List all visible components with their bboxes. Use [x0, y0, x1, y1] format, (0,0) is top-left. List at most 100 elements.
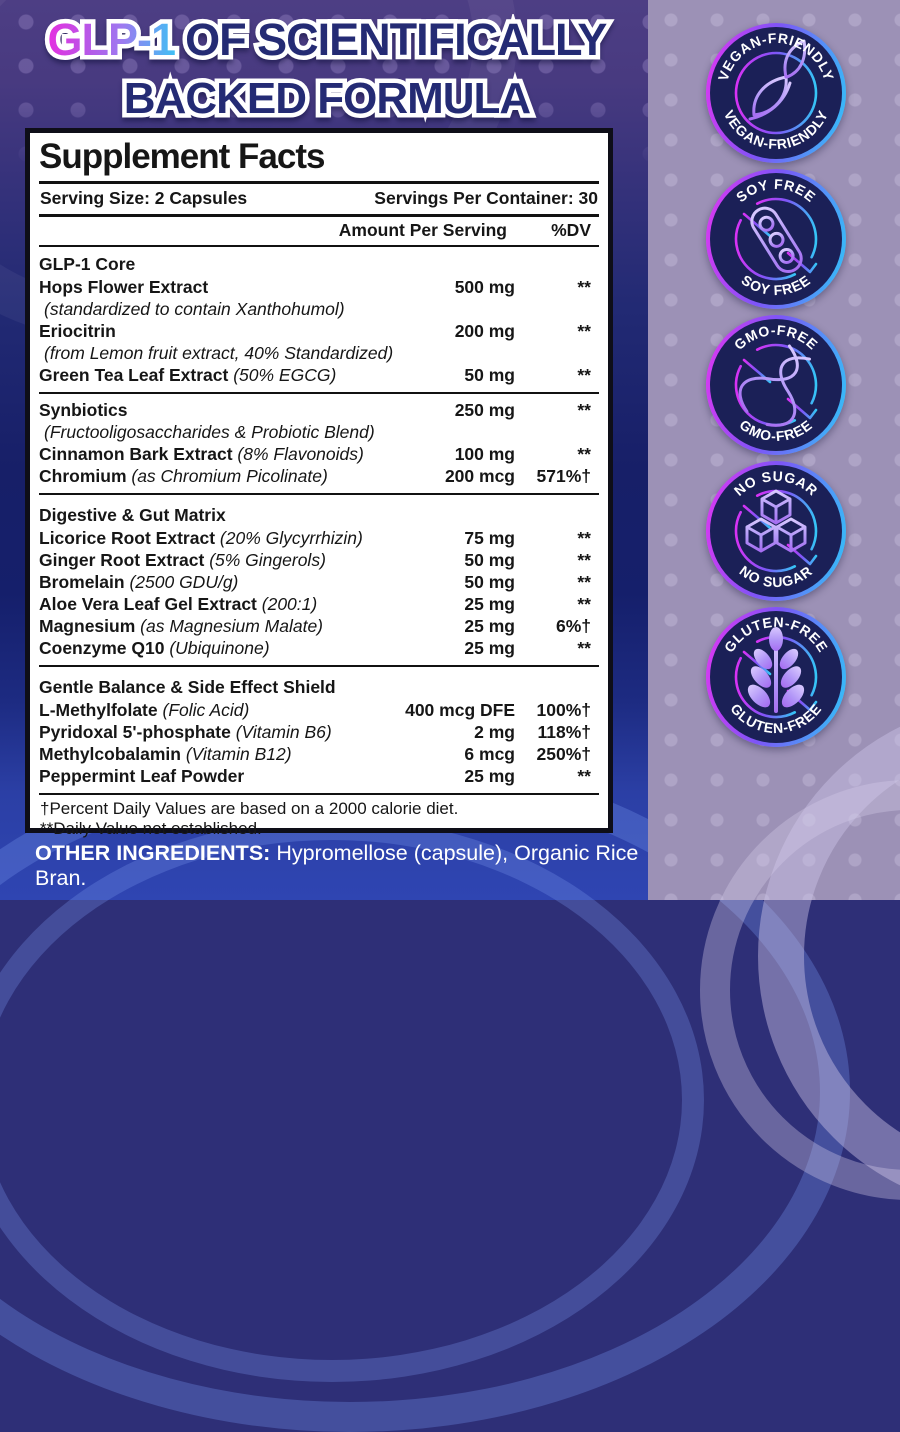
ingredient-row: Cinnamon Bark Extract (8% Flavonoids) 100… — [39, 443, 599, 465]
ingredient-subline: (Fructooligosaccharides & Probiotic Blen… — [44, 422, 375, 442]
ingredient-amount: 50 mg — [464, 365, 515, 385]
other-ingredients-line: OTHER INGREDIENTS: Hypromellose (capsule)… — [35, 841, 675, 891]
badge-circle: VEGAN-FRIENDLY VEGAN-FRIENDLY — [710, 27, 842, 159]
ingredient-amount: 25 mg — [464, 594, 515, 614]
hero-line-2: BACKED FORMULA — [8, 75, 646, 133]
ingredient-amount: 200 mcg — [444, 466, 515, 486]
soybean-icon: SOY FREE SOY FREE — [733, 176, 819, 298]
ingredient-name: Cinnamon Bark Extract (8% Flavonoids) — [39, 444, 364, 464]
svg-text:NO SUGAR: NO SUGAR — [731, 468, 822, 499]
ingredient-name: Bromelain (2500 GDU/g) — [39, 572, 239, 592]
ingredient-dv: ** — [577, 400, 591, 420]
section-divider — [39, 493, 599, 495]
ingredient-row: Ginger Root Extract (5% Gingerols) 50 mg *… — [39, 549, 599, 571]
panel-section: Digestive & Gut Matrix Licorice Root Extr… — [39, 498, 599, 661]
ingredient-amount: 75 mg — [464, 528, 515, 548]
product-label: { "hero": { "highlight": "GLP-1", "line1… — [0, 0, 900, 900]
ingredient-name: Methylcobalamin (Vitamin B12) — [39, 744, 292, 764]
ingredient-row: Licorice Root Extract (20% Glycyrrhizin)… — [39, 527, 599, 549]
ingredient-name: Green Tea Leaf Extract (50% EGCG) — [39, 365, 337, 385]
ingredient-name: Peppermint Leaf Powder — [39, 766, 245, 786]
ingredient-dv: ** — [577, 766, 591, 786]
ingredient-dv: 100%† — [536, 700, 592, 720]
ingredient-name: Coenzyme Q10 (Ubiquinone) — [39, 638, 270, 658]
other-ingredients-value: Hypromellose (capsule), Organic Rice Bra… — [35, 841, 639, 890]
ingredient-dv: ** — [577, 528, 591, 548]
ingredient-row: Aloe Vera Leaf Gel Extract (200:1) 25 mg *… — [39, 593, 599, 615]
svg-text:NO SUGAR: NO SUGAR — [737, 562, 816, 590]
svg-text:VEGAN-FRIENDLY: VEGAN-FRIENDLY — [721, 107, 831, 152]
ingredient-name: Magnesium (as Magnesium Malate) — [39, 616, 324, 636]
svg-text:VEGAN-FRIENDLY: VEGAN-FRIENDLY — [715, 30, 838, 83]
ingredient-name: Synbiotics — [39, 400, 128, 420]
ingredient-row: Green Tea Leaf Extract (50% EGCG) 50 mg ** — [39, 364, 599, 386]
ingredient-amount: 2 mg — [474, 722, 515, 742]
ingredient-amount: 500 mg — [454, 277, 515, 297]
ingredient-dv: ** — [577, 321, 591, 341]
ingredient-amount: 100 mg — [454, 444, 515, 464]
badge-circle: NO SUGAR NO SUGAR — [710, 465, 842, 597]
sugar-cubes-icon: NO SUGAR NO SUGAR — [731, 468, 822, 590]
ingredient-row: Synbiotics 250 mg ** — [39, 399, 599, 421]
badge-vegan-friendly: VEGAN-FRIENDLY VEGAN-FRIENDLY — [706, 23, 846, 163]
svg-text:SOY FREE: SOY FREE — [739, 272, 814, 298]
badge-text-bottom: GMO-FREE — [737, 416, 815, 444]
ingredient-name: Ginger Root Extract (5% Gingerols) — [39, 550, 326, 570]
badge-circle: GLUTEN-FREE GLUTEN-FREE — [710, 611, 842, 743]
ingredient-row: Hops Flower Extract 500 mg ** — [39, 276, 599, 298]
badge-gmo-free: GMO-FREE GMO-FREE — [706, 315, 846, 455]
ingredient-dv: ** — [577, 550, 591, 570]
badge-text-top: SOY FREE — [733, 176, 818, 205]
ingredient-amount: 25 mg — [464, 766, 515, 786]
panel-section: Synbiotics 250 mg ** (Fructooligosaccharide… — [39, 397, 599, 489]
panel-title: Supplement Facts — [39, 133, 599, 184]
badge-text-top: VEGAN-FRIENDLY — [715, 30, 837, 83]
ingredient-dv: 6%† — [555, 616, 591, 636]
hero-title: GLP-1OF SCIENTIFICALLY BACKED FORMULA — [8, 16, 646, 133]
leaf-icon: VEGAN-FRIENDLY VEGAN-FRIENDLY — [715, 30, 838, 152]
other-ingredients-label: OTHER INGREDIENTS: — [35, 841, 271, 865]
ingredient-dv: ** — [577, 638, 591, 658]
badge-soy-free: SOY FREE SOY FREE — [706, 169, 846, 309]
ingredient-name: Chromium (as Chromium Picolinate) — [39, 466, 328, 486]
ingredient-amount: 50 mg — [464, 550, 515, 570]
svg-text:SOY FREE: SOY FREE — [733, 176, 819, 205]
ingredient-row: Magnesium (as Magnesium Malate) 25 mg 6%† — [39, 615, 599, 637]
dna-icon: GMO-FREE GMO-FREE — [731, 322, 821, 444]
ingredient-amount: 250 mg — [454, 400, 515, 420]
badge-no-sugar: NO SUGAR NO SUGAR — [706, 461, 846, 601]
ingredient-dv: ** — [577, 365, 591, 385]
section-divider — [39, 665, 599, 667]
section-header: Digestive & Gut Matrix — [39, 505, 226, 525]
ingredient-dv: 250%† — [536, 744, 592, 764]
servings-per-container: Servings Per Container: 30 — [374, 188, 598, 208]
ingredient-amount: 25 mg — [464, 616, 515, 636]
ingredient-dv: 571%† — [536, 466, 592, 486]
serving-row: Serving Size: 2 Capsules Servings Per Co… — [39, 184, 599, 217]
footnote-dv: †Percent Daily Values are based on a 200… — [40, 799, 459, 818]
ingredient-subline: (from Lemon fruit extract, 40% Standardi… — [44, 343, 394, 363]
badge-text-top: GMO-FREE — [731, 322, 821, 353]
ingredient-amount: 25 mg — [464, 638, 515, 658]
section-header: GLP-1 Core — [39, 254, 136, 274]
certification-badges: VEGAN-FRIENDLY VEGAN-FRIENDLY SOY FREE — [706, 23, 846, 747]
wheat-icon: GLUTEN-FREE GLUTEN-FREE — [721, 614, 831, 736]
ingredient-amount: 6 mcg — [464, 744, 515, 764]
ingredient-dv: ** — [577, 444, 591, 464]
hero-highlight: GLP-1 — [48, 16, 177, 65]
badge-circle: SOY FREE SOY FREE — [710, 173, 842, 305]
panel-section: GLP-1 Core Hops Flower Extract 500 mg ** (st… — [39, 247, 599, 388]
svg-text:GMO-FREE: GMO-FREE — [737, 416, 816, 444]
column-header-row: Amount Per Serving %DV — [39, 217, 599, 247]
badge-text-bottom: VEGAN-FRIENDLY — [721, 107, 831, 152]
ingredient-row: Eriocitrin 200 mg ** — [39, 320, 599, 342]
ingredient-row: Pyridoxal 5'-phosphate (Vitamin B6) 2 mg 1… — [39, 721, 599, 743]
ingredient-row: Methylcobalamin (Vitamin B12) 6 mcg 250%† — [39, 743, 599, 765]
ingredient-rows: GLP-1 Core Hops Flower Extract 500 mg ** (st… — [39, 247, 599, 789]
hero-line-1: GLP-1OF SCIENTIFICALLY — [8, 16, 646, 75]
section-divider — [39, 392, 599, 394]
hero-line2-text: BACKED FORMULA — [124, 75, 531, 124]
ingredient-name: Aloe Vera Leaf Gel Extract (200:1) — [39, 594, 318, 614]
badge-circle: GMO-FREE GMO-FREE — [710, 319, 842, 451]
ingredient-row: Chromium (as Chromium Picolinate) 200 mcg… — [39, 465, 599, 487]
